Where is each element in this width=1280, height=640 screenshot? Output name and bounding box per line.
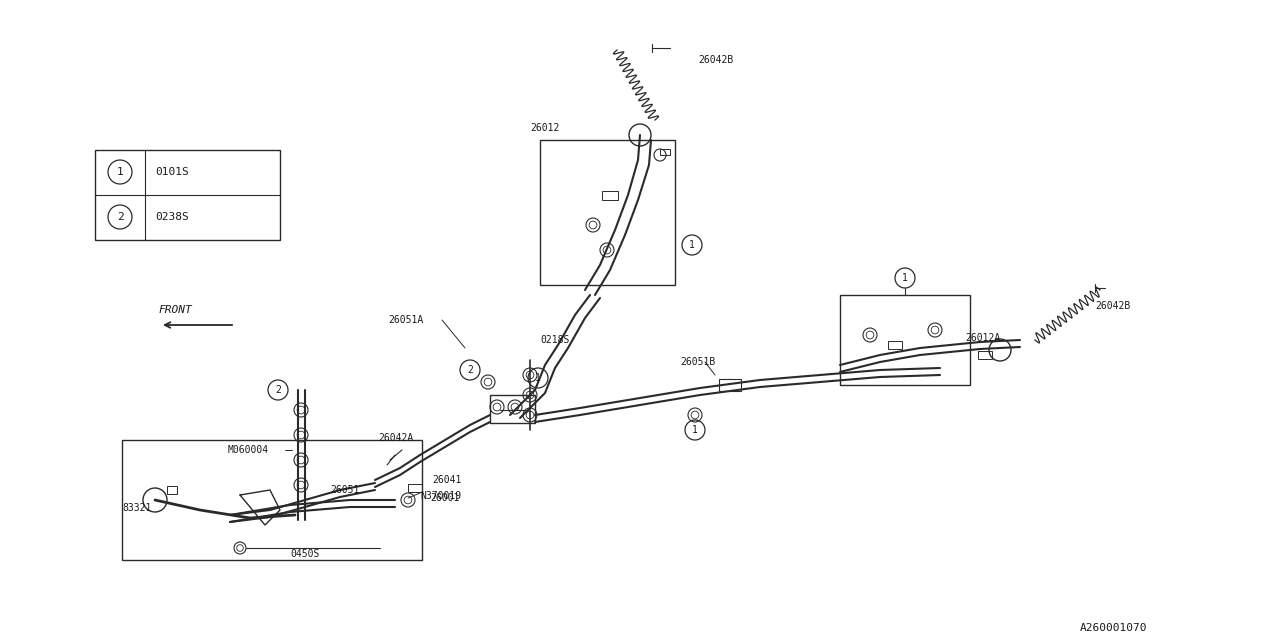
Bar	[660, 149, 669, 155]
Text: 26042B: 26042B	[1094, 301, 1130, 311]
Text: N370019: N370019	[420, 491, 461, 501]
Text: 1: 1	[689, 240, 695, 250]
Bar	[166, 486, 177, 494]
Text: 2: 2	[116, 212, 123, 222]
Bar	[122, 440, 422, 560]
Text: 26001: 26001	[430, 493, 460, 503]
Text: 0238S: 0238S	[155, 212, 188, 222]
Text: 26042B: 26042B	[698, 55, 733, 65]
Bar	[95, 150, 280, 240]
Bar	[540, 140, 675, 285]
Bar	[719, 379, 741, 391]
Text: A260001070: A260001070	[1080, 623, 1147, 633]
Bar	[978, 351, 992, 359]
Text: 83321: 83321	[122, 503, 151, 513]
Bar	[602, 191, 618, 200]
Text: 26012A: 26012A	[965, 333, 1000, 343]
Text: 0101S: 0101S	[155, 167, 188, 177]
Text: 1: 1	[692, 425, 698, 435]
Text: M060004: M060004	[228, 445, 269, 455]
Text: 26041: 26041	[433, 475, 461, 485]
Bar	[408, 484, 422, 492]
Text: 26051B: 26051B	[680, 357, 716, 367]
Bar	[490, 395, 535, 423]
Text: 26042A: 26042A	[378, 433, 413, 443]
Text: 2: 2	[467, 365, 472, 375]
Text: 26051: 26051	[330, 485, 360, 495]
Text: FRONT: FRONT	[159, 305, 192, 315]
Text: 0218S: 0218S	[540, 335, 570, 345]
Bar	[840, 295, 970, 385]
Text: 26051A: 26051A	[388, 315, 424, 325]
Text: 1: 1	[116, 167, 123, 177]
Text: 0450S: 0450S	[291, 549, 320, 559]
Text: 1: 1	[535, 373, 541, 383]
Text: 2: 2	[275, 385, 280, 395]
Text: 1: 1	[902, 273, 908, 283]
Bar	[888, 341, 902, 349]
Text: 26012: 26012	[530, 123, 559, 133]
